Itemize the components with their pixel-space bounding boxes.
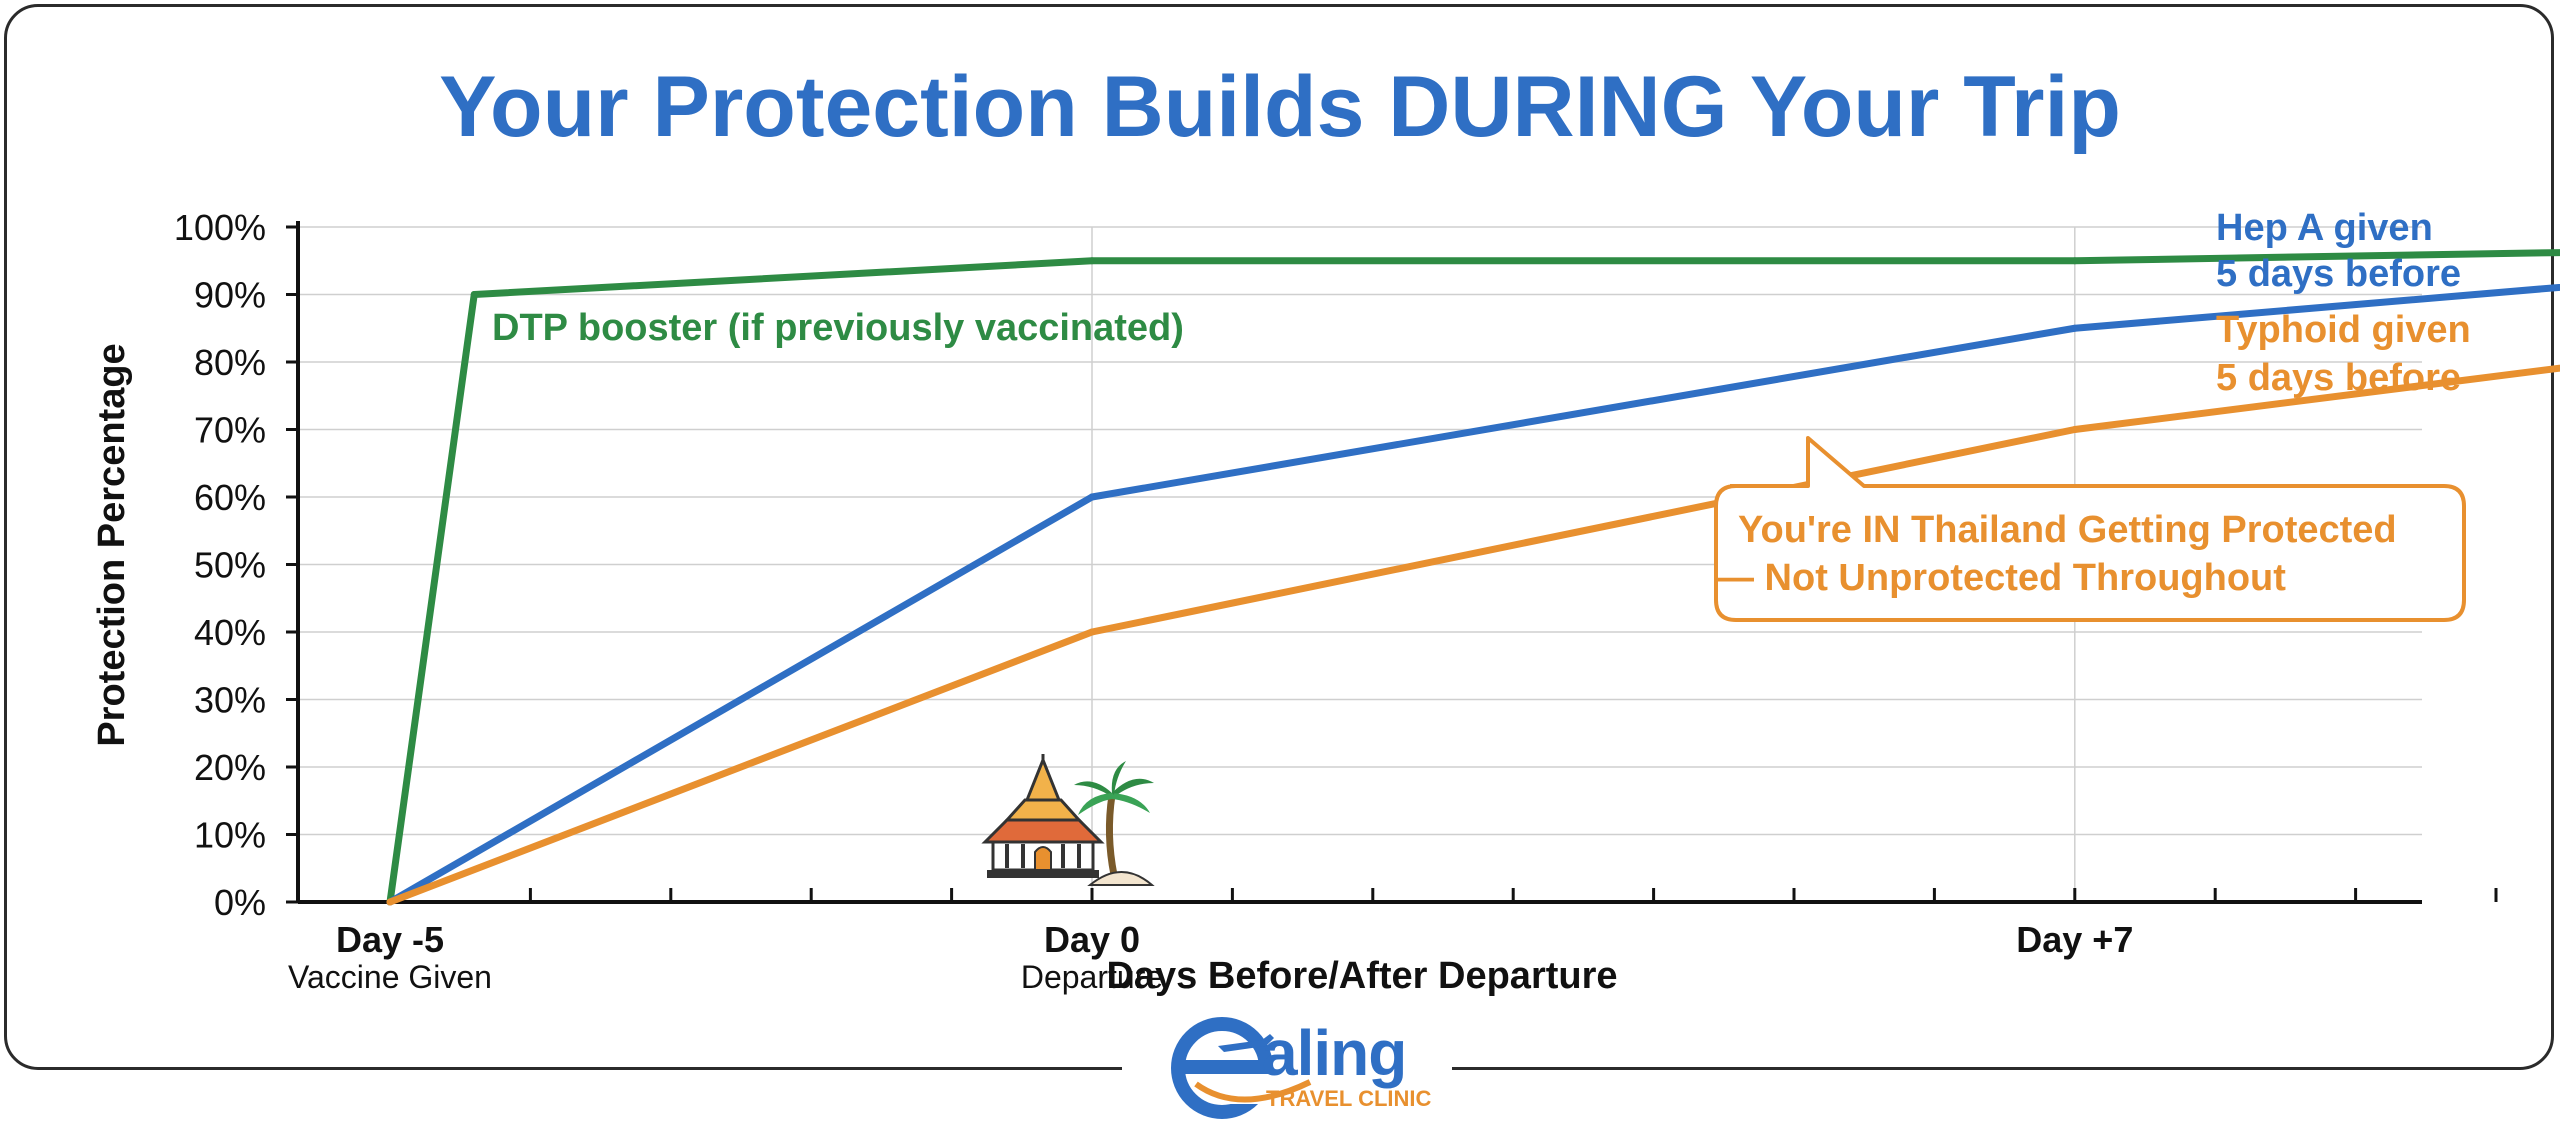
plane-icon — [1171, 1017, 1312, 1119]
annotation-line2: — Not Unprotected Throughout — [1716, 557, 2286, 599]
axis-layer: 0% 10% 20% 30% 40% 50% 60% 70% 80% 90% 100% Day -5V… — [174, 207, 2498, 995]
hep-series-label-line1: Hep A given — [2216, 207, 2433, 249]
series-line — [386, 364, 2560, 906]
series-layer — [386, 249, 2560, 906]
temple-icon — [981, 754, 1105, 878]
series-point — [386, 898, 394, 906]
y-tick-label: 30% — [194, 680, 266, 721]
y-tick-label: 40% — [194, 612, 266, 653]
hep-series-label-line2: 5 days before — [2216, 253, 2461, 295]
series-line — [386, 283, 2560, 906]
series-point — [2071, 426, 2079, 433]
series-point — [2071, 324, 2079, 332]
y-tick-label: 0% — [214, 882, 266, 923]
typhoid-series-label-line2: 5 days before — [2216, 357, 2461, 399]
series-point — [1088, 493, 1096, 501]
y-tick-label: 20% — [194, 747, 266, 788]
x-tick-label: Day +7 — [2016, 919, 2133, 960]
logo-name: aling — [1262, 1017, 1407, 1089]
ealing-logo-mark: e — [1171, 1017, 1312, 1119]
series-point — [2071, 257, 2079, 265]
annotation-line1: You're IN Thailand Getting Protected — [1738, 509, 2397, 551]
series-point — [1088, 257, 1096, 265]
y-tick-label: 60% — [194, 477, 266, 518]
y-tick-label: 100% — [174, 207, 266, 248]
grid-layer — [298, 226, 2422, 902]
series-point — [1088, 628, 1096, 636]
x-tick-sublabel: Departure — [1021, 959, 1163, 995]
annotation-callout: You're IN Thailand Getting Protected — N… — [1714, 436, 2466, 622]
y-tick-label: 70% — [194, 410, 266, 451]
y-tick-label: 90% — [194, 275, 266, 316]
y-tick-label: 80% — [194, 342, 266, 383]
x-tick-sublabel: Vaccine Given — [288, 959, 492, 995]
logo-tagline: TRAVEL CLINIC — [1266, 1086, 1432, 1111]
chart-title: Your Protection Builds DURING Your Trip — [439, 59, 2121, 155]
dtp-series-label: DTP booster (if previously vaccinated) — [492, 307, 1184, 349]
x-tick-label: Day -5 — [336, 919, 444, 960]
y-axis-title: Protection Percentage — [91, 343, 133, 746]
y-tick-label: 50% — [194, 545, 266, 586]
annotation-box — [1714, 436, 2466, 622]
x-tick-label: Day 0 — [1044, 919, 1140, 960]
typhoid-series-label-line1: Typhoid given — [2216, 309, 2471, 351]
y-tick-label: 10% — [194, 815, 266, 856]
x-axis-title: Days Before/After Departure — [1106, 955, 1617, 997]
series-point — [470, 291, 478, 298]
palm-tree-icon — [1074, 761, 1155, 886]
